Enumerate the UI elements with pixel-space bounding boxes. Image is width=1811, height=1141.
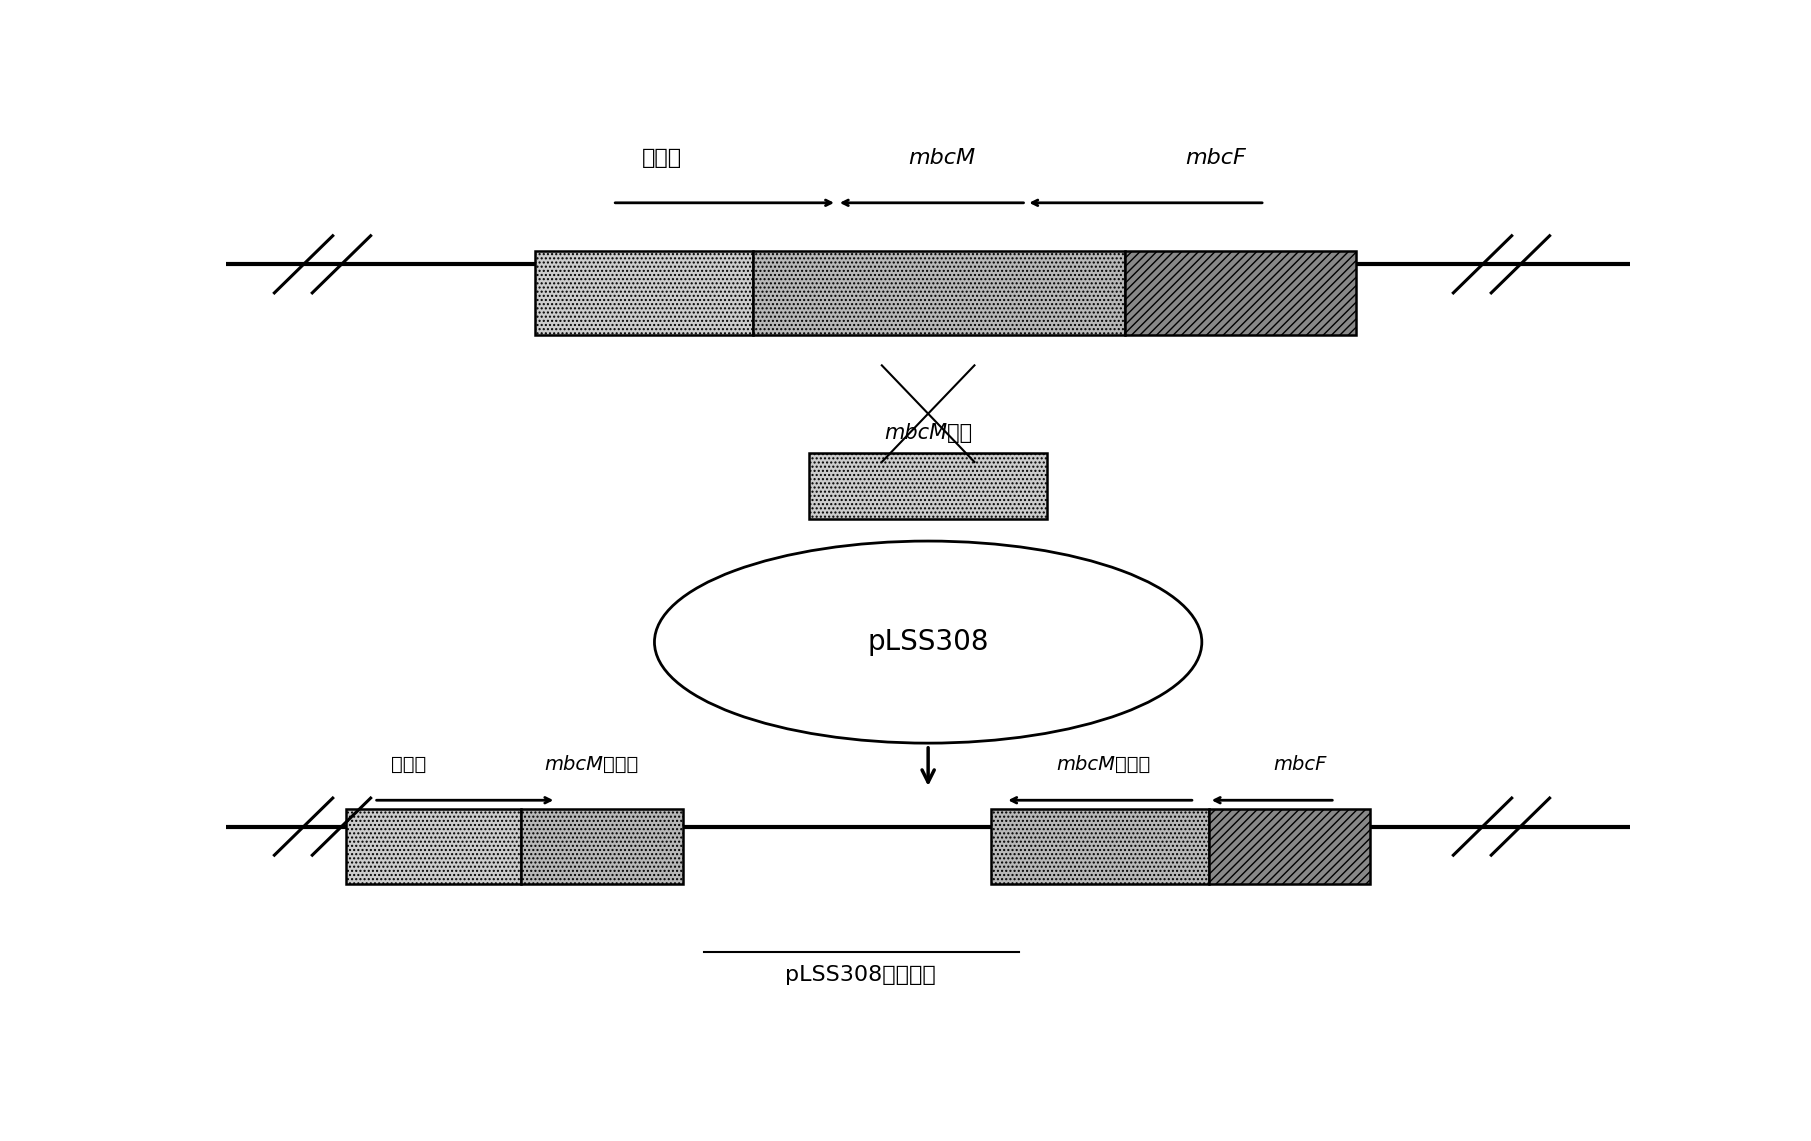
Bar xyxy=(753,251,1125,334)
Text: 磷酸酶: 磷酸酶 xyxy=(641,147,681,168)
Text: mbcM: mbcM xyxy=(909,147,976,168)
Bar xyxy=(991,809,1210,883)
Text: mbcM截短的: mbcM截短的 xyxy=(543,755,639,774)
Bar xyxy=(522,809,683,883)
Text: mbcM片段: mbcM片段 xyxy=(884,422,973,443)
Bar xyxy=(810,453,1047,519)
Bar xyxy=(1125,251,1356,334)
Text: pLSS308质粒序列: pLSS308质粒序列 xyxy=(786,964,936,985)
Text: mbcF: mbcF xyxy=(1273,755,1327,774)
Text: 磷酸酶: 磷酸酶 xyxy=(391,755,426,774)
Text: pLSS308: pLSS308 xyxy=(867,628,989,656)
Bar xyxy=(536,251,753,334)
Text: mbcM截短的: mbcM截短的 xyxy=(1056,755,1150,774)
Bar xyxy=(1210,809,1371,883)
Text: mbcF: mbcF xyxy=(1186,147,1246,168)
Bar xyxy=(346,809,522,883)
